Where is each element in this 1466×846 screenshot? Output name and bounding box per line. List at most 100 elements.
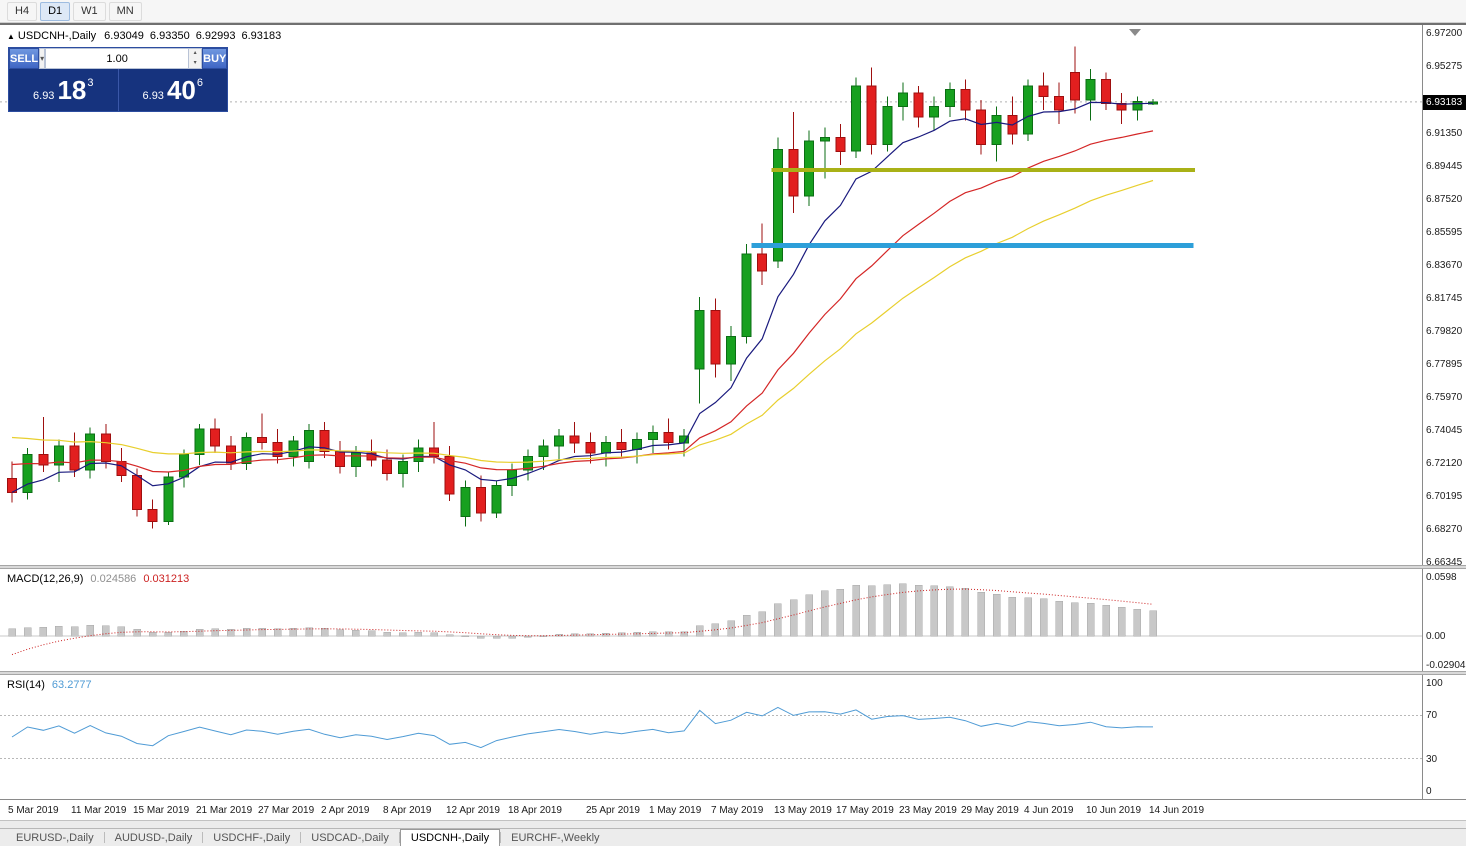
price-tick: 6.81745 xyxy=(1426,293,1463,304)
symbol-marker-icon: ▲ xyxy=(7,32,15,41)
price-tick: 6.74045 xyxy=(1426,425,1463,436)
buy-price-pips: 40 xyxy=(166,75,196,105)
rsi-name: RSI(14) xyxy=(7,679,45,691)
date-label: 14 Jun 2019 xyxy=(1149,805,1205,816)
sell-price-pips: 18 xyxy=(57,75,87,105)
spin-up-icon[interactable]: ▴ xyxy=(189,49,202,59)
tab-eurusd-daily[interactable]: EURUSD-,Daily xyxy=(16,832,94,844)
date-label: 12 Apr 2019 xyxy=(446,805,500,816)
date-label: 25 Apr 2019 xyxy=(586,805,640,816)
date-label: 1 May 2019 xyxy=(649,805,702,816)
trade-controls-row: SELL ▾ ▴▾ BUY xyxy=(9,48,228,69)
rsi-tick: 70 xyxy=(1426,710,1438,721)
macd-tick: -0.029049 xyxy=(1426,660,1466,671)
timeframe-d1-button[interactable]: D1 xyxy=(40,1,71,21)
tab-separator xyxy=(202,832,204,843)
price-tick: 6.72120 xyxy=(1426,458,1463,469)
tab-usdcnh-daily[interactable]: USDCNH-,Daily xyxy=(399,829,501,846)
macd-tick: 0.00 xyxy=(1426,631,1446,642)
volume-dropdown-icon[interactable]: ▾ xyxy=(39,48,46,69)
macd-chart[interactable] xyxy=(0,569,1422,671)
macd-signal-value: 0.031213 xyxy=(143,573,190,585)
rsi-value: 63.2777 xyxy=(51,679,92,691)
tab-separator xyxy=(500,832,502,843)
ohlc-close: 6.93183 xyxy=(241,30,282,42)
price-plot-svg xyxy=(0,29,1422,529)
volume-input[interactable] xyxy=(46,49,189,68)
rsi-axis: 100 70 30 0 xyxy=(1422,675,1466,799)
ohlc-open: 6.93049 xyxy=(104,30,144,42)
macd-axis: 0.0598 0.00 -0.029049 xyxy=(1422,569,1466,671)
price-tick: 6.85595 xyxy=(1426,227,1463,238)
sell-button[interactable]: SELL xyxy=(9,48,40,69)
spin-down-icon[interactable]: ▾ xyxy=(189,58,202,68)
tab-audusd-daily[interactable]: AUDUSD-,Daily xyxy=(114,832,193,844)
current-price-badge: 6.93183 xyxy=(1423,95,1466,110)
panel-splitter[interactable] xyxy=(0,565,1466,569)
buy-price-fraction: 6 xyxy=(196,77,203,89)
volume-stepper: ▴▾ xyxy=(45,48,203,69)
macd-panel: 0.0598 0.00 -0.029049 MACD(12,26,9) 0.02458… xyxy=(0,569,1466,671)
date-label: 21 Mar 2019 xyxy=(196,805,253,816)
price-tick: 6.89445 xyxy=(1426,161,1463,172)
time-axis[interactable]: 5 Mar 2019 11 Mar 2019 15 Mar 2019 21 Mar 2… xyxy=(0,799,1466,820)
rsi-tick: 100 xyxy=(1426,678,1443,689)
price-tick: 6.66345 xyxy=(1426,557,1463,568)
date-label: 13 May 2019 xyxy=(774,805,832,816)
date-label: 15 Mar 2019 xyxy=(133,805,190,816)
date-label: 2 Apr 2019 xyxy=(321,805,370,816)
date-label: 18 Apr 2019 xyxy=(508,805,562,816)
rsi-chart[interactable] xyxy=(0,675,1422,799)
sell-price[interactable]: 6.93 18 3 xyxy=(9,69,118,111)
tab-usdcad-daily[interactable]: USDCAD-,Daily xyxy=(311,832,389,844)
price-axis[interactable]: 6.972006.952756.933506.913506.894456.875… xyxy=(1422,25,1466,568)
tab-eurchf-weekly[interactable]: EURCHF-,Weekly xyxy=(511,832,600,844)
date-label: 7 May 2019 xyxy=(711,805,764,816)
date-label: 10 Jun 2019 xyxy=(1086,805,1142,816)
price-panel: 6.97200 6.95275 6.93350 6.91350 6.89445 6.875… xyxy=(0,25,1466,568)
buy-price[interactable]: 6.93 40 6 xyxy=(119,69,228,111)
date-label: 23 May 2019 xyxy=(899,805,957,816)
rsi-line xyxy=(11,706,1154,749)
buy-button[interactable]: BUY xyxy=(202,48,228,69)
rsi-tick: 0 xyxy=(1426,786,1432,797)
panel-splitter[interactable] xyxy=(0,671,1466,675)
macd-signal-line xyxy=(11,588,1154,656)
sell-price-fraction: 3 xyxy=(87,77,94,89)
macd-histogram xyxy=(8,583,1157,639)
tab-separator xyxy=(398,832,400,843)
chart-shift-marker-icon xyxy=(1129,29,1141,36)
date-label: 17 May 2019 xyxy=(836,805,894,816)
rsi-panel: 100 70 30 0 RSI(14) 63.2777 xyxy=(0,675,1466,799)
price-tick: 6.83670 xyxy=(1426,260,1463,271)
trend-levels xyxy=(751,168,1196,249)
tab-separator xyxy=(103,832,105,843)
date-label: 5 Mar 2019 xyxy=(8,805,59,816)
price-tick: 6.97200 xyxy=(1426,28,1463,39)
chart-tabs-bar: EURUSD-,Daily AUDUSD-,Daily USDCHF-,Daily U… xyxy=(0,828,1466,846)
rsi-label: RSI(14) 63.2777 xyxy=(7,679,92,691)
ohlc-low: 6.92993 xyxy=(195,30,236,42)
date-label: 29 May 2019 xyxy=(961,805,1019,816)
price-divider xyxy=(117,69,119,111)
price-tick: 6.77895 xyxy=(1426,359,1463,370)
sell-price-base: 6.93 xyxy=(33,90,55,102)
date-label: 11 Mar 2019 xyxy=(71,805,127,816)
price-tick: 6.87520 xyxy=(1426,194,1463,205)
price-chart[interactable] xyxy=(0,25,1422,565)
window-edge xyxy=(0,820,1466,828)
timeframe-h4-button[interactable]: H4 xyxy=(7,1,38,21)
timeframe-w1-button[interactable]: W1 xyxy=(73,1,106,21)
price-tick: 6.79820 xyxy=(1426,326,1463,337)
timeframe-mn-button[interactable]: MN xyxy=(108,1,142,21)
date-label: 4 Jun 2019 xyxy=(1024,805,1074,816)
macd-name: MACD(12,26,9) xyxy=(7,573,84,585)
chart-window: 6.97200 6.95275 6.93350 6.91350 6.89445 6.875… xyxy=(0,23,1466,820)
chart-title: ▲ USDCNH-,Daily 6.93049 6.93350 6.92993 6.931… xyxy=(7,30,287,42)
macd-label: MACD(12,26,9) 0.024586 0.031213 xyxy=(7,573,189,585)
volume-spin-buttons: ▴ ▾ xyxy=(188,49,202,68)
candles xyxy=(7,46,1158,529)
macd-plot-svg xyxy=(0,583,1422,656)
tab-usdchf-daily[interactable]: USDCHF-,Daily xyxy=(213,832,291,844)
